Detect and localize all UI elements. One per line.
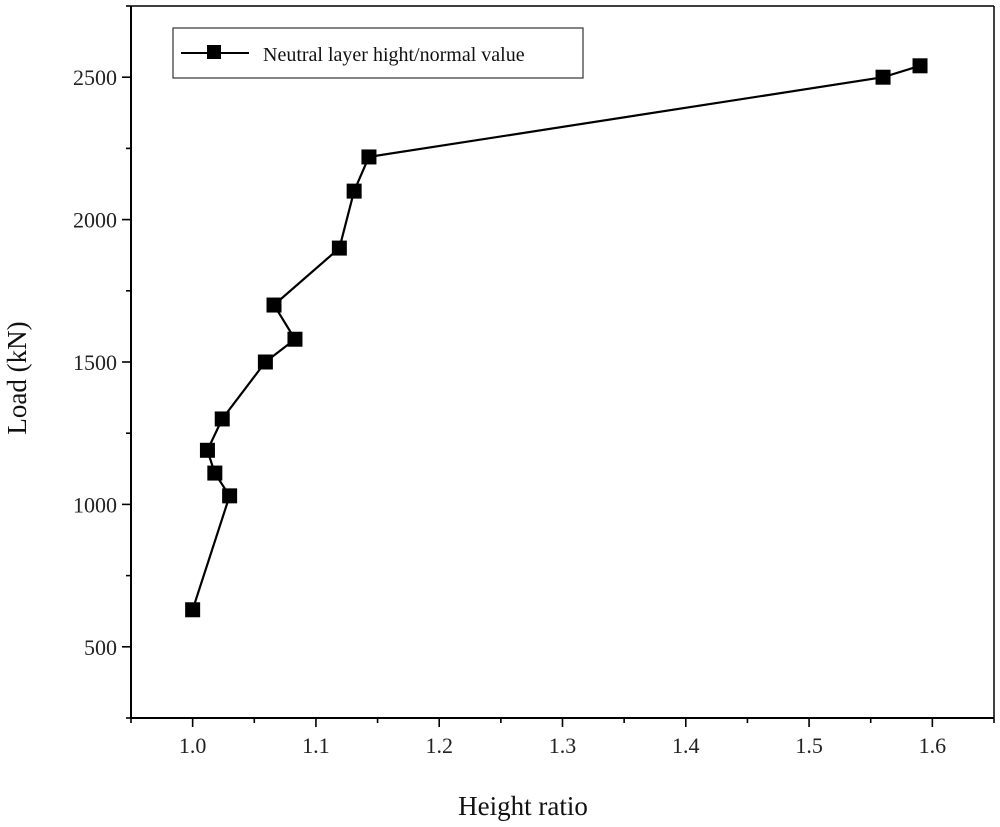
data-point-marker xyxy=(222,488,238,504)
y-tick-label: 1500 xyxy=(73,350,117,375)
data-point-marker xyxy=(912,58,928,74)
data-point-marker xyxy=(257,354,273,370)
legend: Neutral layer hight/normal value xyxy=(172,27,584,79)
data-point-marker xyxy=(199,442,215,458)
x-tick-label: 1.0 xyxy=(179,733,207,758)
data-point-marker xyxy=(214,411,230,427)
data-point-marker xyxy=(361,149,377,165)
x-tick-label: 1.2 xyxy=(425,733,453,758)
x-tick-label: 1.5 xyxy=(795,733,823,758)
x-tick-label: 1.6 xyxy=(919,733,947,758)
legend-marker-icon xyxy=(207,45,221,59)
x-axis-title: Height ratio xyxy=(458,791,588,821)
y-axis-title: Load (kN) xyxy=(2,321,32,434)
x-tick-label: 1.4 xyxy=(672,733,700,758)
x-tick-label: 1.3 xyxy=(549,733,577,758)
y-tick-label: 2500 xyxy=(73,65,117,90)
data-point-marker xyxy=(207,465,223,481)
y-tick-label: 1000 xyxy=(73,492,117,517)
y-axis-ticks: 500 1000 1500 2000 2500 xyxy=(73,5,131,719)
y-tick-label: 500 xyxy=(84,635,117,660)
legend-label: Neutral layer hight/normal value xyxy=(263,44,525,66)
data-point-marker xyxy=(331,240,347,256)
y-tick-label: 2000 xyxy=(73,208,117,233)
x-tick-label: 1.1 xyxy=(302,733,330,758)
data-point-marker xyxy=(266,297,282,313)
series-layer xyxy=(185,58,928,618)
data-point-marker xyxy=(875,69,891,85)
x-axis-ticks: 1.0 1.1 1.2 1.3 1.4 1.5 1.6 xyxy=(130,718,995,758)
data-point-marker xyxy=(185,602,201,618)
data-point-marker xyxy=(346,183,362,199)
data-point-marker xyxy=(287,331,303,347)
